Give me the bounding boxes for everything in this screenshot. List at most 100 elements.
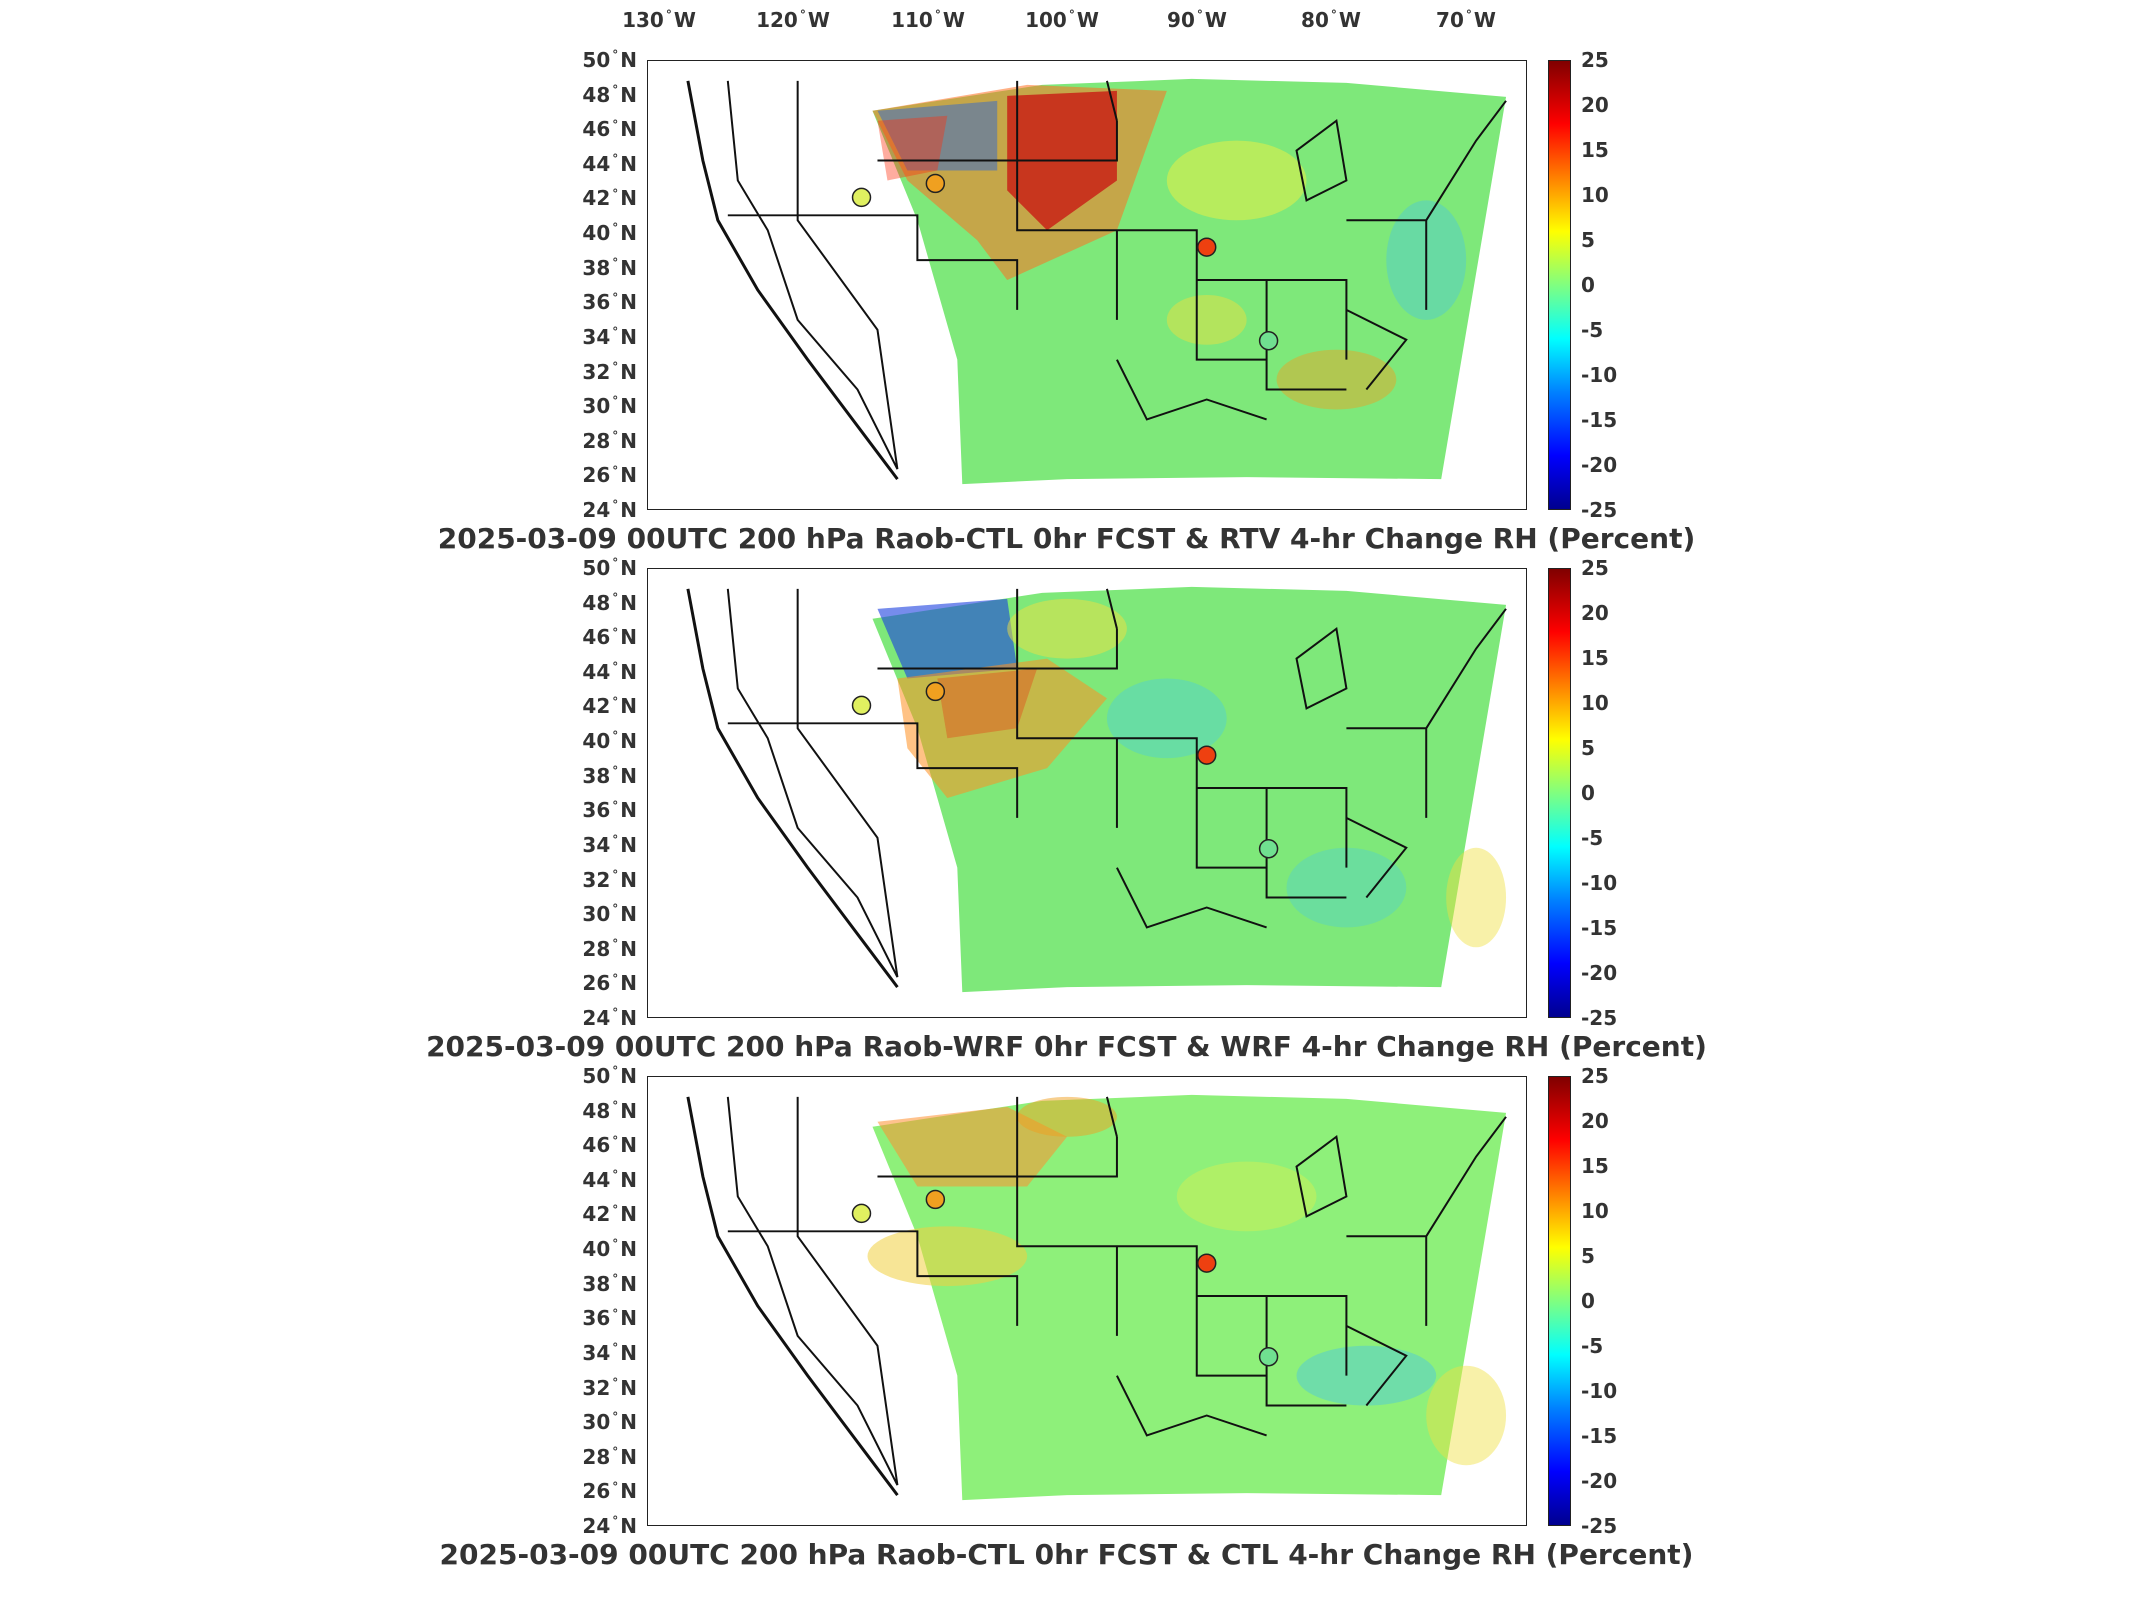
colorbar-tick-label: 25	[1581, 556, 1609, 580]
lat-label: 40 ° N	[582, 221, 637, 246]
panel-title: 2025-03-09 00UTC 200 hPa Raob-CTL 0hr FC…	[439, 1538, 1694, 1571]
lat-label: 24 ° N	[582, 498, 637, 522]
raob-station-marker	[1196, 1253, 1217, 1273]
lat-label: 46 ° N	[582, 625, 637, 650]
lat-label: 24 ° N	[582, 1006, 637, 1030]
colorbar-tick-label: -15	[1581, 1424, 1618, 1448]
raob-station-marker	[851, 695, 872, 716]
lat-label: 46 ° N	[582, 1133, 637, 1158]
raob-station-marker	[925, 681, 946, 702]
panel-title: 2025-03-09 00UTC 200 hPa Raob-WRF 0hr FC…	[426, 1030, 1707, 1063]
colorbar-tick-label: -5	[1581, 318, 1604, 342]
colorbar-tick-label: -25	[1581, 1006, 1618, 1030]
raob-station-marker	[1258, 839, 1279, 859]
rh-map	[686, 1094, 1507, 1501]
colorbar-tick-label: 20	[1581, 1109, 1609, 1133]
lat-label: 28 ° N	[582, 428, 637, 453]
colorbar-tick-label: 5	[1581, 736, 1595, 760]
colorbar-tick-label: 5	[1581, 1244, 1595, 1268]
colorbar-tick-label: -15	[1581, 916, 1618, 940]
raob-station-marker	[851, 187, 872, 208]
lon-label: 130 ° W	[622, 8, 696, 32]
lat-label: 30 ° N	[582, 902, 637, 927]
lon-label: 90 ° W	[1167, 8, 1227, 32]
lat-label: 34 ° N	[582, 832, 637, 857]
colorbar	[1548, 60, 1571, 510]
colorbar-tick-label: 20	[1581, 93, 1609, 117]
lat-label: 40 ° N	[582, 1237, 637, 1262]
colorbar-tick-label: -25	[1581, 1514, 1618, 1538]
colorbar-tick-label: 10	[1581, 183, 1609, 207]
lon-label: 110 ° W	[891, 8, 965, 32]
rh-map	[686, 78, 1507, 485]
colorbar-tick-label: 15	[1581, 646, 1609, 670]
lat-label: 28 ° N	[582, 1444, 637, 1469]
lat-label: 26 ° N	[582, 971, 637, 996]
map-frame	[647, 568, 1527, 1018]
lon-label: 80 ° W	[1301, 8, 1361, 32]
colorbar-tick-label: -5	[1581, 1334, 1604, 1358]
lat-label: 50 ° N	[582, 1064, 637, 1088]
lat-label: 36 ° N	[582, 290, 637, 315]
lat-label: 30 ° N	[582, 394, 637, 419]
map-frame	[647, 60, 1527, 510]
lat-label: 36 ° N	[582, 1306, 637, 1331]
panel-title: 2025-03-09 00UTC 200 hPa Raob-CTL 0hr FC…	[437, 522, 1696, 555]
colorbar-tick-label: -10	[1581, 871, 1618, 895]
colorbar-tick-label: -20	[1581, 961, 1618, 985]
colorbar-tick-label: 0	[1581, 273, 1595, 297]
rh-map	[686, 586, 1507, 993]
lat-label: 50 ° N	[582, 48, 637, 72]
lat-label: 44 ° N	[582, 659, 637, 684]
lat-label: 42 ° N	[582, 694, 637, 719]
lat-label: 32 ° N	[582, 359, 637, 384]
raob-station-marker	[1258, 1347, 1279, 1367]
colorbar-tick-label: 5	[1581, 228, 1595, 252]
lat-label: 48 ° N	[582, 590, 637, 615]
lat-label: 42 ° N	[582, 1202, 637, 1227]
colorbar-tick-label: -5	[1581, 826, 1604, 850]
colorbar-tick-label: 20	[1581, 601, 1609, 625]
lon-label: 120 ° W	[756, 8, 830, 32]
colorbar-tick-label: -10	[1581, 363, 1618, 387]
colorbar	[1548, 568, 1571, 1018]
lat-label: 48 ° N	[582, 82, 637, 107]
lat-label: 32 ° N	[582, 867, 637, 892]
lat-label: 42 ° N	[582, 186, 637, 211]
colorbar-tick-label: 10	[1581, 691, 1609, 715]
lat-label: 50 ° N	[582, 556, 637, 580]
colorbar-tick-label: 25	[1581, 48, 1609, 72]
lat-label: 26 ° N	[582, 1479, 637, 1504]
lat-label: 44 ° N	[582, 151, 637, 176]
lat-label: 26 ° N	[582, 463, 637, 488]
colorbar-tick-label: -20	[1581, 1469, 1618, 1493]
lat-label: 24 ° N	[582, 1514, 637, 1538]
raob-station-marker	[851, 1203, 872, 1224]
lat-label: 34 ° N	[582, 1340, 637, 1365]
raob-station-marker	[925, 173, 946, 194]
colorbar-tick-label: -10	[1581, 1379, 1618, 1403]
map-frame	[647, 1076, 1527, 1526]
lat-label: 36 ° N	[582, 798, 637, 823]
raob-station-marker	[925, 1189, 946, 1210]
raob-station-marker	[1258, 331, 1279, 351]
lat-label: 48 ° N	[582, 1098, 637, 1123]
raob-station-marker	[1196, 745, 1217, 765]
colorbar-tick-label: 0	[1581, 1289, 1595, 1313]
colorbar-tick-label: -25	[1581, 498, 1618, 522]
lat-label: 30 ° N	[582, 1410, 637, 1435]
longitude-axis: 130 ° W 120 ° W 110 ° W 100 ° W 90 ° W 80 ° W 70 ° W	[0, 0, 2133, 40]
colorbar-tick-label: 0	[1581, 781, 1595, 805]
lat-label: 34 ° N	[582, 324, 637, 349]
lat-label: 38 ° N	[582, 255, 637, 280]
lat-label: 32 ° N	[582, 1375, 637, 1400]
lat-label: 38 ° N	[582, 763, 637, 788]
colorbar-tick-label: 10	[1581, 1199, 1609, 1223]
lat-label: 44 ° N	[582, 1167, 637, 1192]
colorbar-tick-label: -20	[1581, 453, 1618, 477]
lat-label: 38 ° N	[582, 1271, 637, 1296]
colorbar-tick-label: 15	[1581, 1154, 1609, 1178]
colorbar-tick-label: 25	[1581, 1064, 1609, 1088]
lat-label: 40 ° N	[582, 729, 637, 754]
colorbar	[1548, 1076, 1571, 1526]
